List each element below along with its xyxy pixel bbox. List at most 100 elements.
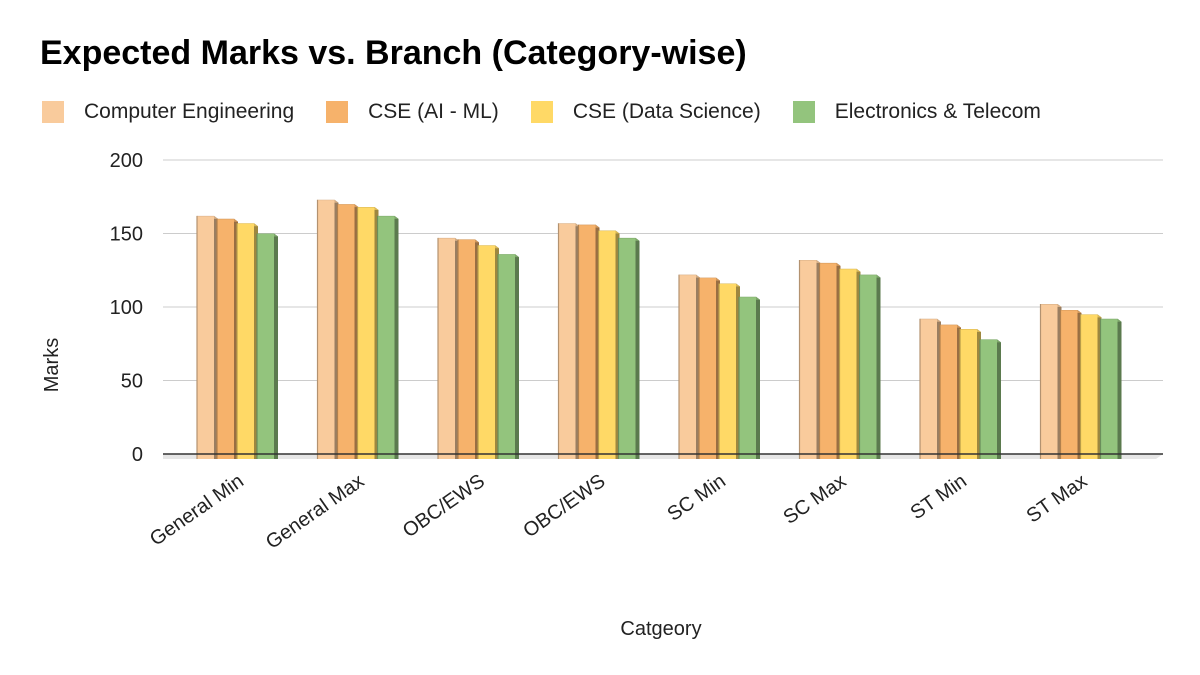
bar <box>858 274 881 459</box>
bar <box>356 207 379 459</box>
bar-front <box>257 234 274 459</box>
bar-front <box>337 204 355 459</box>
bar-front <box>357 207 375 459</box>
bar <box>818 262 841 459</box>
legend-item-cse-ai-ml[interactable]: CSE (AI - ML) <box>326 100 499 124</box>
legend-label: Electronics & Telecom <box>834 100 1041 123</box>
chart-title: Expected Marks vs. Branch (Category-wise… <box>40 34 747 72</box>
bar-front <box>498 254 515 459</box>
bar-front <box>217 219 234 459</box>
bar <box>477 245 499 459</box>
legend-swatch <box>326 101 349 123</box>
x-tick-label: ST Min <box>907 470 971 524</box>
bar-front <box>438 238 455 459</box>
bar-front <box>1080 314 1098 459</box>
y-tick-label: 0 <box>132 444 143 466</box>
bar-front <box>578 225 596 459</box>
bar-front <box>940 325 957 459</box>
bar <box>577 224 600 459</box>
bar <box>939 324 961 459</box>
bar-front <box>679 275 696 459</box>
legend: Computer Engineering CSE (AI - ML) CSE (… <box>42 99 1041 125</box>
bar <box>738 296 760 459</box>
bar <box>236 223 258 459</box>
bar-front <box>598 231 616 459</box>
bar <box>1079 314 1102 459</box>
bar-front <box>237 223 254 459</box>
x-tick-label: General Max <box>262 470 368 554</box>
bar-front <box>960 329 977 459</box>
x-tick-label: General Min <box>146 470 248 551</box>
legend-item-electronics-telecom[interactable]: Electronics & Telecom <box>792 100 1041 124</box>
legend-swatch <box>42 101 64 123</box>
bar-front <box>1060 310 1078 459</box>
bar-side <box>876 274 881 459</box>
x-tick-label: ST Max <box>1023 470 1092 527</box>
x-tick-label: OBC/EWS <box>399 470 489 542</box>
bar <box>798 259 821 459</box>
bar-front <box>317 200 335 459</box>
bar-front <box>1100 319 1118 459</box>
bar-side <box>1117 318 1122 459</box>
x-tick-label: SC Min <box>664 470 730 526</box>
floor <box>163 454 1163 459</box>
bar-side <box>274 233 278 459</box>
bar <box>457 239 479 459</box>
bar-front <box>980 339 997 459</box>
bar-front <box>377 216 395 459</box>
bar-front <box>618 238 636 459</box>
y-tick-label: 150 <box>110 224 143 246</box>
y-tick-label: 200 <box>110 150 143 172</box>
bar-front <box>478 245 495 459</box>
bar-front <box>458 239 475 459</box>
y-tick-label: 50 <box>121 371 143 393</box>
x-axis-title: Catgeory <box>620 618 701 640</box>
legend-label: Computer Engineering <box>84 100 295 123</box>
bar-front <box>799 260 817 459</box>
bar <box>316 199 339 459</box>
bar <box>959 329 981 459</box>
bar <box>1059 309 1082 459</box>
legend-swatch <box>530 101 553 123</box>
bar <box>497 254 519 459</box>
bar <box>216 218 238 459</box>
legend-swatch <box>792 101 815 123</box>
bar-front <box>920 319 937 459</box>
bar-side <box>394 215 399 459</box>
legend-item-cse-data-science[interactable]: CSE (Data Science) <box>530 100 761 124</box>
bar-side <box>756 296 760 459</box>
bar <box>698 277 720 459</box>
bar-front <box>197 216 214 459</box>
bar-front <box>1040 304 1058 459</box>
bar <box>1099 318 1122 459</box>
bar <box>1039 304 1062 459</box>
bar <box>557 223 580 459</box>
bar <box>196 215 218 459</box>
bar-front <box>739 297 756 459</box>
legend-label: CSE (AI - ML) <box>368 100 499 123</box>
legend-item-computer-engineering[interactable]: Computer Engineering <box>42 100 294 124</box>
bar-side <box>515 254 519 459</box>
bar <box>919 318 941 459</box>
bar-front <box>719 283 736 459</box>
bar <box>979 339 1001 459</box>
bar <box>718 283 740 459</box>
bar <box>678 274 700 459</box>
y-axis-title: Marks <box>41 338 63 392</box>
bar <box>597 230 620 459</box>
bar-side <box>635 237 640 459</box>
x-tick-label: OBC/EWS <box>519 470 609 542</box>
bar <box>336 204 359 459</box>
bar <box>376 215 399 459</box>
y-tick-label: 100 <box>110 297 143 319</box>
bar-side <box>997 339 1001 459</box>
bar-front <box>839 269 857 459</box>
bar <box>437 237 459 459</box>
bar-front <box>859 275 877 459</box>
bar-front <box>558 223 576 459</box>
bar-front <box>819 263 837 459</box>
legend-label: CSE (Data Science) <box>572 100 761 123</box>
bar <box>838 268 861 459</box>
